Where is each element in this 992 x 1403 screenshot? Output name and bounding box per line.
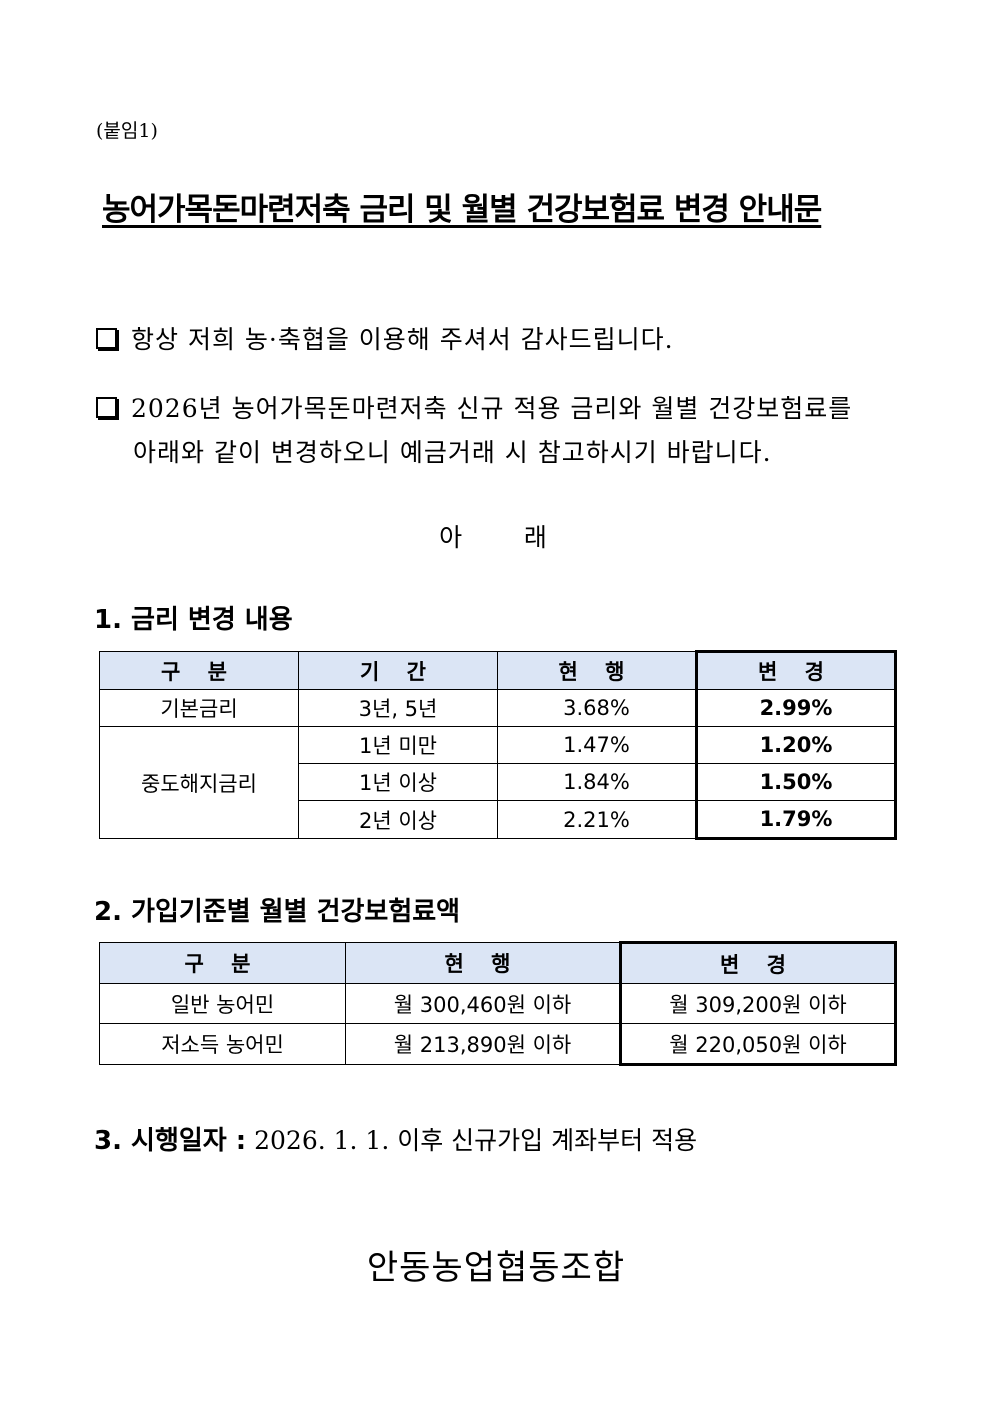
section3-text: 2026. 1. 1. 이후 신규가입 계좌부터 적용 bbox=[254, 1126, 698, 1155]
cell-changed: 월 309,200원 이하 bbox=[619, 983, 897, 1024]
header-category: 구 분 bbox=[99, 942, 346, 984]
cell-changed: 1.79% bbox=[695, 800, 897, 840]
health-insurance-table: 구 분 현 행 변 경 일반 농어민 월 300,460원 이하 월 309,2… bbox=[99, 941, 897, 1066]
attachment-label: (붙임1) bbox=[96, 120, 158, 142]
table-header-row: 구 분 현 행 변 경 bbox=[99, 941, 897, 984]
table-row: 저소득 농어민 월 213,890원 이하 월 220,050원 이하 bbox=[99, 1023, 897, 1066]
table-row: 중도해지금리 1년 미만 1.47% 1.20% bbox=[99, 726, 897, 839]
cell-period: 2년 이상 bbox=[298, 800, 498, 839]
table-row: 2년 이상 2.21% 1.79% bbox=[100, 800, 897, 840]
header-period: 기 간 bbox=[298, 651, 498, 690]
section2-heading: 2. 가입기준별 월별 건강보험료액 bbox=[94, 897, 461, 927]
cell-current: 월 213,890원 이하 bbox=[345, 1023, 621, 1065]
cell-period: 1년 미만 bbox=[298, 726, 498, 764]
table-header-row: 구 분 기 간 현 행 변 경 bbox=[99, 650, 897, 690]
cell-current: 1.47% bbox=[497, 726, 697, 764]
section3-heading: 3. 시행일자 : bbox=[94, 1126, 247, 1156]
cell-current: 3.68% bbox=[497, 689, 697, 727]
cell-category: 중도해지금리 bbox=[99, 726, 299, 839]
table-row: 1년 이상 1.84% 1.50% bbox=[100, 763, 897, 801]
cell-changed: 1.50% bbox=[695, 763, 897, 801]
header-category: 구 분 bbox=[99, 651, 299, 690]
cell-category: 기본금리 bbox=[99, 689, 299, 727]
paragraph-text: 2026년 농어가목돈마련저축 신규 적용 금리와 월별 건강보험료를 bbox=[131, 394, 853, 423]
interest-rate-table: 구 분 기 간 현 행 변 경 기본금리 3년, 5년 3.68% 2.99% … bbox=[99, 650, 897, 840]
cell-period: 3년, 5년 bbox=[298, 689, 498, 727]
checkbox-square-icon bbox=[96, 397, 117, 418]
cell-current: 2.21% bbox=[497, 800, 697, 839]
paragraph-1: 항상 저희 농·축협을 이용해 주셔서 감사드립니다. bbox=[96, 320, 674, 356]
table-row: 일반 농어민 월 300,460원 이하 월 309,200원 이하 bbox=[99, 983, 897, 1024]
cell-period: 1년 이상 bbox=[298, 763, 498, 801]
cell-category: 저소득 농어민 bbox=[99, 1023, 346, 1065]
paragraph-text: 항상 저희 농·축협을 이용해 주셔서 감사드립니다. bbox=[131, 325, 674, 354]
notice-heading: 아 래 bbox=[439, 523, 553, 552]
header-current: 현 행 bbox=[497, 651, 697, 690]
cell-current: 1.84% bbox=[497, 763, 697, 801]
cell-current: 월 300,460원 이하 bbox=[345, 983, 621, 1024]
paragraph-text-line2: 아래와 같이 변경하오니 예금거래 시 참고하시기 바랍니다. bbox=[133, 438, 772, 467]
cell-changed: 2.99% bbox=[695, 689, 897, 727]
page-title: 농어가목돈마련저축 금리 및 월별 건강보험료 변경 안내문 bbox=[102, 192, 822, 228]
signature: 안동농업협동조합 bbox=[366, 1248, 626, 1288]
header-current: 현 행 bbox=[345, 942, 621, 984]
checkbox-square-icon bbox=[96, 328, 117, 349]
cell-changed: 1.20% bbox=[695, 726, 897, 764]
header-changed: 변 경 bbox=[619, 941, 897, 984]
cell-changed: 월 220,050원 이하 bbox=[619, 1023, 897, 1066]
paragraph-2: 2026년 농어가목돈마련저축 신규 적용 금리와 월별 건강보험료를 bbox=[96, 389, 852, 425]
cell-category: 일반 농어민 bbox=[99, 983, 346, 1024]
section1-heading: 1. 금리 변경 내용 bbox=[94, 605, 293, 635]
section3: 3. 시행일자 : 2026. 1. 1. 이후 신규가입 계좌부터 적용 bbox=[94, 1120, 697, 1157]
table-row: 기본금리 3년, 5년 3.68% 2.99% bbox=[99, 689, 897, 727]
header-changed: 변 경 bbox=[695, 650, 897, 690]
